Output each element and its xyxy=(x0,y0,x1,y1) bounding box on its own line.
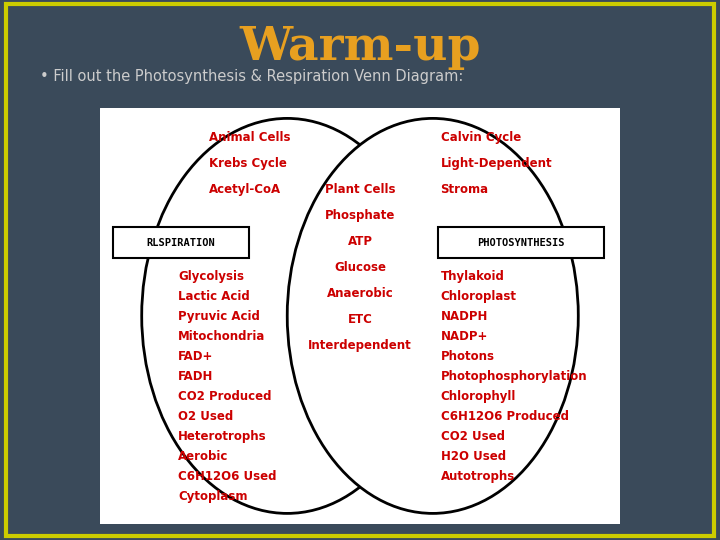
Text: ETC: ETC xyxy=(348,313,372,326)
FancyBboxPatch shape xyxy=(438,227,604,258)
Text: Light-Dependent: Light-Dependent xyxy=(441,157,552,171)
Text: Acetyl-CoA: Acetyl-CoA xyxy=(210,184,282,197)
Text: ATP: ATP xyxy=(348,235,372,248)
Text: NADPH: NADPH xyxy=(441,310,488,323)
Text: Phosphate: Phosphate xyxy=(325,210,395,222)
Text: • Fill out the Photosynthesis & Respiration Venn Diagram:: • Fill out the Photosynthesis & Respirat… xyxy=(40,69,463,84)
Text: PHOTOSYNTHESIS: PHOTOSYNTHESIS xyxy=(477,238,565,248)
Text: Cytoplasm: Cytoplasm xyxy=(178,490,248,503)
Text: H2O Used: H2O Used xyxy=(441,450,505,463)
Text: CO2 Used: CO2 Used xyxy=(441,430,505,443)
Text: Calvin Cycle: Calvin Cycle xyxy=(441,131,521,144)
Text: Photophosphorylation: Photophosphorylation xyxy=(441,370,588,383)
Text: C6H12O6 Used: C6H12O6 Used xyxy=(178,470,276,483)
Text: Chloroplast: Chloroplast xyxy=(441,290,516,303)
Text: Photons: Photons xyxy=(441,350,495,363)
Text: O2 Used: O2 Used xyxy=(178,410,233,423)
Ellipse shape xyxy=(287,118,578,514)
Text: Pyruvic Acid: Pyruvic Acid xyxy=(178,310,260,323)
Text: RLSPIRATION: RLSPIRATION xyxy=(146,238,215,248)
Text: FADH: FADH xyxy=(178,370,213,383)
Text: Interdependent: Interdependent xyxy=(308,339,412,352)
Text: Anaerobic: Anaerobic xyxy=(327,287,393,300)
Text: C6H12O6 Produced: C6H12O6 Produced xyxy=(441,410,569,423)
Text: Aerobic: Aerobic xyxy=(178,450,228,463)
Text: Animal Cells: Animal Cells xyxy=(210,131,291,144)
Text: Heterotrophs: Heterotrophs xyxy=(178,430,266,443)
Text: Krebs Cycle: Krebs Cycle xyxy=(210,157,287,171)
Text: Stroma: Stroma xyxy=(441,184,489,197)
Text: Warm-up: Warm-up xyxy=(239,24,481,70)
Text: Thylakoid: Thylakoid xyxy=(441,270,505,283)
Text: Mitochondria: Mitochondria xyxy=(178,330,266,343)
Text: NADP+: NADP+ xyxy=(441,330,488,343)
Text: Plant Cells: Plant Cells xyxy=(325,184,395,197)
Text: Lactic Acid: Lactic Acid xyxy=(178,290,250,303)
Text: CO2 Produced: CO2 Produced xyxy=(178,390,271,403)
Text: Glycolysis: Glycolysis xyxy=(178,270,244,283)
Text: Chlorophyll: Chlorophyll xyxy=(441,390,516,403)
Text: Autotrophs: Autotrophs xyxy=(441,470,515,483)
Ellipse shape xyxy=(142,118,433,514)
Text: Glucose: Glucose xyxy=(334,261,386,274)
FancyBboxPatch shape xyxy=(112,227,249,258)
Text: FAD+: FAD+ xyxy=(178,350,213,363)
